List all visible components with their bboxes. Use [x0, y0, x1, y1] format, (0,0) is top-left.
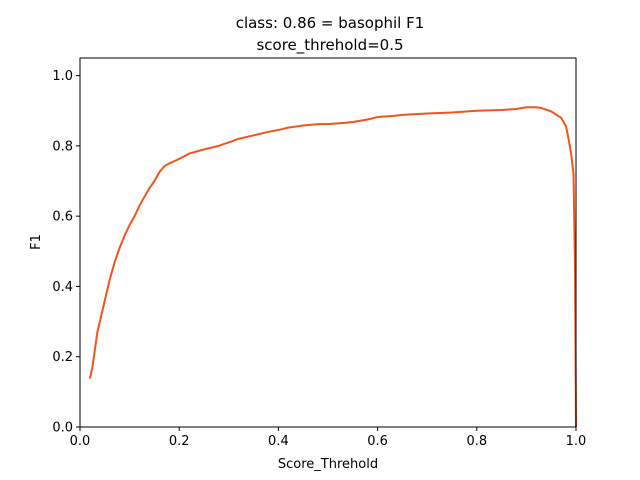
chart-title-line-2: score_threhold=0.5 — [256, 36, 403, 55]
y-tick-label: 1.0 — [52, 69, 73, 84]
y-tick-label: 0.0 — [52, 421, 73, 436]
y-tick-label: 0.6 — [52, 210, 73, 225]
chart-title-line-1: class: 0.86 = basophil F1 — [236, 14, 425, 32]
y-tick-label: 0.8 — [52, 139, 73, 154]
x-tick-label: 0.6 — [367, 434, 388, 449]
y-axis-label: F1 — [29, 234, 44, 250]
series-line-f1 — [88, 106, 577, 428]
x-tick-label: 0.4 — [268, 434, 289, 449]
x-tick-label: 0.0 — [70, 434, 91, 449]
x-tick-label: 1.0 — [566, 434, 587, 449]
x-axis-label: Score_Threhold — [278, 457, 378, 472]
y-tick-label: 0.2 — [52, 350, 73, 365]
x-tick-label: 0.2 — [169, 434, 190, 449]
plot-frame — [79, 57, 577, 428]
y-tick-label: 0.4 — [52, 280, 73, 295]
axis-ticks: 0.0 0.2 0.4 0.6 0.8 1.0 0.0 0.2 0.4 0.6 0.8 1.0 — [52, 69, 586, 449]
x-tick-label: 0.8 — [466, 434, 487, 449]
